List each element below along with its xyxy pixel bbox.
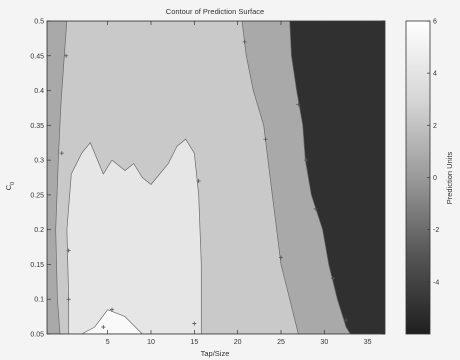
y-tick-label: 0.5: [34, 19, 44, 26]
contour-marker: [64, 53, 69, 58]
contour-marker: [279, 255, 283, 260]
x-tick-label: 15: [190, 339, 198, 346]
svg-text:C0: C0: [4, 182, 16, 190]
y-tick-label: 0.45: [30, 53, 44, 60]
y-tick-label: 0.25: [30, 192, 44, 199]
contour-marker: [66, 297, 71, 302]
x-tick-label: 35: [364, 339, 372, 346]
contour-region-very-light: [66, 138, 202, 334]
contour-marker: [196, 178, 201, 183]
x-tick-label: 20: [234, 339, 242, 346]
colorbar-gradient: [405, 20, 431, 335]
x-tick-label: 10: [147, 339, 155, 346]
contour-marker: [313, 206, 318, 211]
contour-marker: [192, 321, 197, 326]
contour-marker: [304, 158, 309, 163]
y-axis-label-main: C: [4, 184, 13, 190]
x-tick-label: 5: [106, 339, 110, 346]
y-tick-label: 0.15: [30, 262, 44, 269]
y-axis-label-sub: 0: [10, 182, 16, 185]
contour-marker: [59, 151, 64, 156]
colorbar-label: Prediction Units: [445, 151, 454, 204]
contour-marker: [101, 325, 106, 330]
colorbar-tick-label: 2: [433, 123, 437, 130]
contour-marker: [331, 276, 335, 281]
y-tick-label: 0.35: [30, 123, 44, 130]
contour-marker: [263, 137, 268, 142]
contour-marker: [242, 39, 247, 44]
colorbar-tick-label: 6: [433, 19, 437, 26]
colorbar-tick-label: -2: [433, 227, 439, 234]
y-tick-label: 0.2: [34, 227, 44, 234]
y-tick-label: 0.05: [30, 332, 44, 339]
x-tick-label: 25: [277, 339, 285, 346]
plot-area: [47, 21, 385, 334]
colorbar: 6 4 2 0 -2 -4: [405, 19, 439, 335]
contour-region-white-core: [81, 309, 143, 334]
x-axis-label: Tap/Size: [201, 349, 230, 358]
contour-marker: [66, 248, 71, 253]
x-tick-label: 30: [320, 339, 328, 346]
y-tick-label: 0.3: [34, 158, 44, 165]
y-axis-label: C0: [4, 182, 16, 190]
colorbar-tick-label: 4: [433, 71, 437, 78]
svg-text:Prediction Units: Prediction Units: [445, 151, 454, 204]
x-axis: 5 10 15 20 25 30 35: [106, 21, 372, 346]
contour-marker: [344, 318, 348, 323]
colorbar-tick-label: -4: [433, 279, 439, 286]
y-tick-label: 0.4: [34, 88, 44, 95]
colorbar-tick-label: 0: [433, 175, 437, 182]
contour-marker: [296, 102, 301, 107]
contour-marker: [110, 307, 114, 312]
y-axis: 0.05 0.1 0.15 0.2 0.25 0.3 0.35 0.4 0.45 0.5: [30, 19, 385, 339]
y-tick-label: 0.1: [34, 297, 44, 304]
chart-title: Contour of Prediction Surface: [166, 7, 264, 16]
plot-frame: [46, 20, 386, 335]
